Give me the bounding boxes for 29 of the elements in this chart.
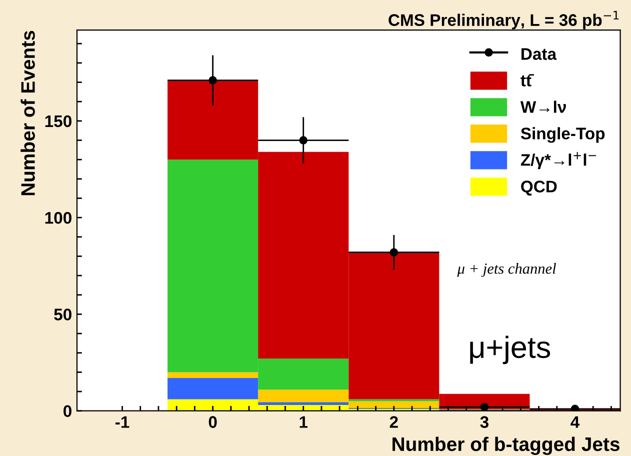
y-tick-label: 50: [54, 308, 72, 320]
point: [208, 76, 217, 85]
x-axis-title: Number of b-tagged Jets: [392, 436, 620, 456]
point: [390, 248, 398, 257]
bar: [168, 378, 258, 400]
x-tick-label: 4: [570, 416, 580, 428]
legend-label: QCD: [521, 180, 557, 196]
annotation: μ + jets channel: [457, 263, 556, 277]
chart-title: CMS Preliminary, L = 36 pb$^{−1}$: [388, 10, 619, 30]
legend-label: tt̄: [520, 74, 534, 86]
y-axis-title: Number of Events: [20, 30, 35, 196]
x-tick-label: 1: [300, 416, 308, 428]
y-tick-label: 150: [45, 115, 72, 128]
y-tick-label: 0: [64, 405, 72, 418]
x-tick-label: -1: [116, 416, 130, 428]
point: [570, 404, 580, 411]
point: [299, 136, 308, 144]
x-tick-label: 2: [390, 416, 398, 428]
x-tick-label: 3: [480, 416, 488, 428]
annotation: μ+jets: [470, 336, 550, 364]
legend-label: Z/γ*→l$^{+}$l$^{−}$: [520, 152, 596, 170]
legend-label: Single-Top: [520, 127, 605, 143]
legend-label: W→lν: [520, 100, 566, 113]
x-tick-label: 0: [208, 416, 217, 428]
bar: [168, 372, 258, 378]
point: [480, 402, 489, 411]
y-tick-label: 100: [45, 212, 72, 224]
bar: [258, 402, 349, 406]
legend-label: Data: [522, 48, 557, 60]
